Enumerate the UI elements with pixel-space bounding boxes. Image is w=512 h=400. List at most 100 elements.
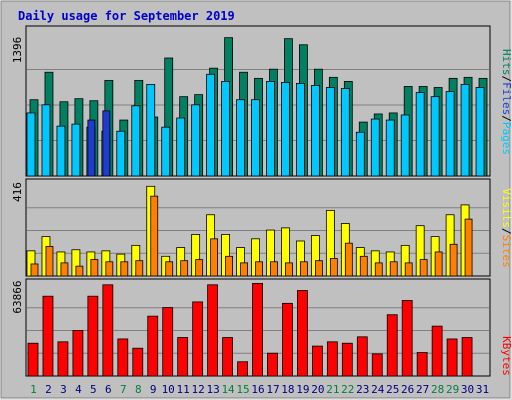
sites-bar	[75, 265, 84, 277]
day-label: 16	[251, 383, 264, 396]
hits-files-pages-legend: Hits/Files/Pages	[500, 49, 512, 155]
files-bar	[176, 117, 186, 177]
sites-bar	[165, 261, 174, 277]
files-bar	[161, 126, 171, 177]
sites-bar	[45, 246, 54, 277]
files-bar	[266, 81, 275, 177]
kbytes-bar	[57, 341, 69, 377]
legend-sites: Sites	[500, 235, 512, 268]
kbytes-bar	[252, 282, 263, 377]
files-bar	[281, 82, 290, 177]
files-bar	[206, 73, 216, 177]
kbytes-bar	[401, 300, 413, 377]
sites-bar	[300, 261, 308, 277]
kbytes-bar	[311, 345, 323, 377]
sites-bar	[120, 261, 129, 277]
files-bar	[340, 88, 350, 177]
kbytes-bar	[326, 341, 338, 377]
sites-bar	[464, 218, 473, 277]
kbytes-bar	[147, 315, 159, 377]
day-label: 1	[30, 383, 37, 396]
sites-bar	[150, 195, 159, 277]
day-labels: 1 2 3 4 5 6 7 8 9 10 11 12 13 14 15 16 17 18 19 20 21 22 23 24 2…	[30, 383, 489, 396]
files-bar	[236, 99, 245, 177]
kbytes-bar	[222, 337, 233, 377]
sites-bar	[255, 261, 263, 277]
kbytes-bar	[371, 353, 383, 377]
files-bar	[56, 125, 66, 177]
sites-bar	[270, 261, 278, 277]
sites-bar	[329, 258, 338, 277]
legend-pages: Pages	[500, 122, 512, 155]
sites-bar	[404, 262, 413, 277]
day-label: 2	[45, 383, 52, 396]
kbytes-bar	[177, 337, 189, 377]
sites-bar	[374, 262, 383, 277]
sites-bar	[105, 261, 114, 277]
hits-panel-ymax-label: 1396	[11, 37, 24, 64]
sites-bar	[60, 262, 69, 277]
visits-panel-ymax-label: 416	[11, 182, 24, 202]
files-bar	[370, 118, 380, 177]
kbytes-bar	[72, 330, 84, 377]
kbytes-legend: KBytes	[500, 336, 512, 376]
sites-bar	[419, 259, 428, 277]
files-bar	[355, 131, 365, 177]
files-bar	[146, 84, 156, 177]
kbytes-bar	[416, 352, 428, 377]
pages-bar	[102, 110, 111, 177]
kbytes-bar	[237, 361, 248, 377]
sites-bar	[210, 238, 219, 277]
day-label: 19	[296, 383, 309, 396]
day-label: 12	[192, 383, 205, 396]
day-label: 20	[311, 383, 324, 396]
files-bar	[296, 83, 305, 177]
kbytes-bar	[162, 307, 174, 377]
kbytes-bar	[42, 295, 54, 377]
legend-visits: Visits	[500, 188, 512, 228]
day-label: 28	[431, 383, 444, 396]
day-label: 30	[461, 383, 474, 396]
day-label: 3	[60, 383, 67, 396]
day-label: 13	[206, 383, 219, 396]
sites-bar	[225, 255, 233, 277]
legend-hits: Hits	[500, 49, 512, 76]
day-label: 23	[356, 383, 369, 396]
legend-kbytes: KBytes	[500, 336, 512, 376]
sites-bar	[135, 260, 144, 277]
day-label: 27	[416, 383, 429, 396]
files-bar	[26, 112, 36, 177]
kbytes-bar	[356, 336, 368, 377]
kbytes-panel-ymax-label: 63866	[11, 280, 24, 313]
day-label: 29	[446, 383, 459, 396]
day-label: 24	[371, 383, 385, 396]
sites-bar	[285, 262, 293, 277]
sites-bar	[389, 261, 398, 277]
sites-bar	[240, 262, 248, 277]
files-bar	[385, 119, 395, 177]
files-bar	[445, 91, 455, 177]
day-label: 4	[75, 383, 82, 396]
kbytes-bar	[297, 290, 308, 377]
files-bar	[221, 81, 230, 177]
day-label: 25	[386, 383, 399, 396]
day-label: 17	[266, 383, 279, 396]
files-bar	[310, 85, 320, 177]
kbytes-bar	[117, 338, 129, 377]
day-label: 9	[150, 383, 157, 396]
sites-bar	[359, 255, 368, 277]
bars	[26, 37, 488, 377]
day-label: 11	[177, 383, 190, 396]
kbytes-bar	[446, 338, 458, 377]
kbytes-bar	[27, 342, 39, 377]
sites-bar	[449, 243, 458, 277]
files-bar	[191, 104, 201, 177]
kbytes-bar	[267, 352, 278, 377]
kbytes-bar	[87, 295, 99, 377]
pages-bar	[87, 119, 96, 177]
kbytes-bar	[207, 284, 219, 377]
files-bar	[325, 87, 335, 177]
chart-title: Daily usage for September 2019	[18, 9, 235, 23]
